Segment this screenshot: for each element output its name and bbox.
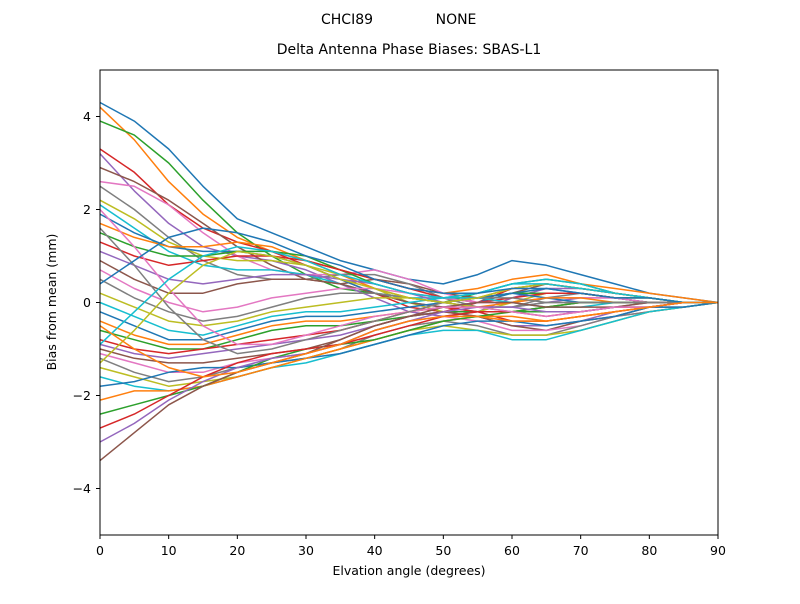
- x-tick-label: 80: [641, 543, 657, 558]
- y-tick-label: 4: [83, 109, 91, 124]
- y-axis-ticks: −4 −2 0 2 4: [73, 109, 100, 496]
- x-tick-label: 70: [573, 543, 589, 558]
- x-axis-ticks: 0 10 20 30 40 50 60 70 80 90: [96, 535, 726, 558]
- series-line: [99, 301, 718, 415]
- y-tick-label: −2: [73, 388, 91, 403]
- x-tick-label: 20: [229, 543, 245, 558]
- x-tick-label: 30: [298, 543, 314, 558]
- x-tick-label: 0: [96, 543, 104, 558]
- series-line: [99, 301, 719, 387]
- x-tick-label: 60: [504, 543, 520, 558]
- series-line: [99, 232, 718, 304]
- series-line: [99, 153, 718, 318]
- x-axis-label: Elvation angle (degrees): [332, 563, 485, 578]
- series-line: [99, 227, 718, 355]
- x-tick-label: 90: [710, 543, 726, 558]
- series-line: [99, 101, 719, 304]
- x-tick-label: 10: [161, 543, 177, 558]
- suptitle-station: CHCI89: [321, 12, 373, 28]
- series-line: [99, 301, 718, 378]
- series-line: [99, 245, 718, 345]
- y-axis-label: Bias from mean (mm): [44, 234, 59, 371]
- x-tick-label: 40: [367, 543, 383, 558]
- chart-title: Delta Antenna Phase Biases: SBAS-L1: [277, 42, 542, 58]
- series-group: [99, 101, 719, 462]
- series-line: [99, 120, 718, 304]
- y-tick-label: −4: [73, 481, 91, 496]
- x-tick-label: 50: [435, 543, 451, 558]
- series-line: [99, 227, 718, 304]
- y-tick-label: 2: [83, 202, 91, 217]
- suptitle-mode: NONE: [436, 12, 477, 28]
- y-tick-label: 0: [83, 295, 91, 310]
